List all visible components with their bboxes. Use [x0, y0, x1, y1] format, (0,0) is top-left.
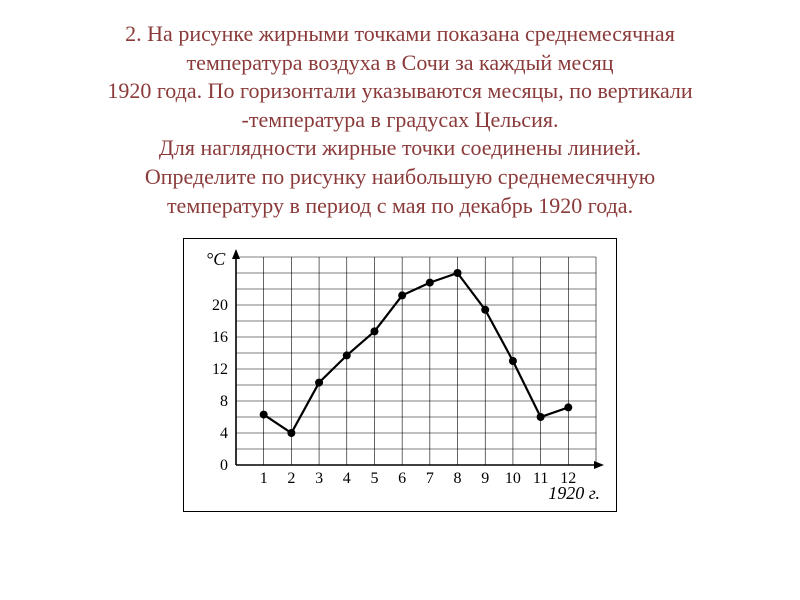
svg-text:6: 6 — [398, 470, 406, 487]
svg-text:1: 1 — [260, 470, 268, 487]
line4: -температура в градусах Цельсия. — [30, 106, 770, 135]
svg-text:10: 10 — [505, 470, 521, 487]
svg-text:12: 12 — [212, 361, 228, 378]
svg-text:4: 4 — [220, 425, 228, 442]
line2: температура воздуха в Сочи за каждый мес… — [30, 49, 770, 78]
line5: Для наглядности жирные точки соединены л… — [30, 134, 770, 163]
svg-text:16: 16 — [212, 329, 228, 346]
temperature-chart: 048121620123456789101112°C1920 г. — [190, 245, 610, 505]
line7: температуру в период с мая по декабрь 19… — [30, 192, 770, 221]
svg-text:20: 20 — [212, 297, 228, 314]
chart-border: 048121620123456789101112°C1920 г. — [183, 238, 617, 512]
line6: Определите по рисунку наибольшую среднем… — [30, 163, 770, 192]
svg-text:0: 0 — [220, 457, 228, 474]
svg-text:7: 7 — [426, 470, 434, 487]
svg-text:3: 3 — [315, 470, 323, 487]
line1: 2. На рисунке жирными точками показана с… — [30, 20, 770, 49]
svg-text:5: 5 — [370, 470, 378, 487]
line3: 1920 года. По горизонтали указываются ме… — [30, 77, 770, 106]
svg-text:4: 4 — [343, 470, 351, 487]
svg-text:2: 2 — [287, 470, 295, 487]
svg-text:11: 11 — [533, 470, 548, 487]
svg-text:8: 8 — [220, 393, 228, 410]
svg-text:1920 г.: 1920 г. — [548, 483, 600, 503]
svg-text:8: 8 — [454, 470, 462, 487]
chart-container: 048121620123456789101112°C1920 г. — [30, 238, 770, 512]
problem-statement: 2. На рисунке жирными точками показана с… — [30, 20, 770, 220]
svg-text:9: 9 — [481, 470, 489, 487]
svg-text:°C: °C — [206, 249, 226, 269]
